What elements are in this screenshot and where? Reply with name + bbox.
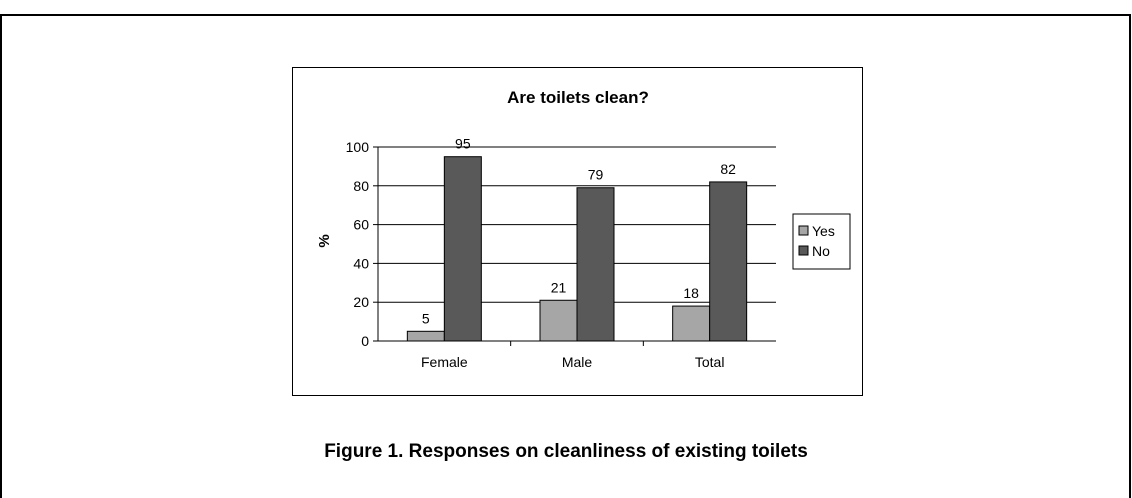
bar-yes [673, 306, 710, 341]
legend-label: Yes [812, 223, 835, 239]
legend-swatch [799, 226, 808, 235]
y-axis-label: % [316, 234, 333, 247]
x-tick-label: Male [562, 354, 593, 370]
y-tick-label: 80 [353, 178, 369, 194]
y-tick-label: 100 [346, 139, 370, 155]
data-label: 5 [422, 310, 430, 326]
x-tick-label: Total [695, 354, 725, 370]
bar-no [444, 157, 481, 341]
y-tick-label: 40 [353, 255, 369, 271]
legend: Yes No [793, 214, 850, 269]
data-label: 18 [683, 285, 699, 301]
y-tick-label: 60 [353, 217, 369, 233]
data-label: 82 [720, 161, 736, 177]
y-tick-label: 0 [361, 333, 369, 349]
bars: 5 95 21 79 18 82 [407, 136, 746, 341]
bar-no [577, 188, 614, 341]
bar-yes [540, 300, 577, 341]
legend-label: No [812, 243, 830, 259]
bar-chart: Are toilets clean? % 5 95 21 79 18 82 0 20 40 60… [293, 68, 864, 397]
data-label: 95 [455, 136, 471, 152]
data-label: 79 [588, 167, 604, 183]
chart-area: Are toilets clean? % 5 95 21 79 18 82 0 20 40 60… [292, 67, 863, 396]
bar-yes [407, 331, 444, 341]
figure-caption: Figure 1. Responses on cleanliness of ex… [0, 441, 1132, 463]
data-label: 21 [551, 279, 567, 295]
x-tick-label: Female [421, 354, 468, 370]
legend-swatch [799, 246, 808, 255]
chart-title: Are toilets clean? [507, 88, 649, 107]
y-tick-label: 20 [353, 294, 369, 310]
bar-no [710, 182, 747, 341]
